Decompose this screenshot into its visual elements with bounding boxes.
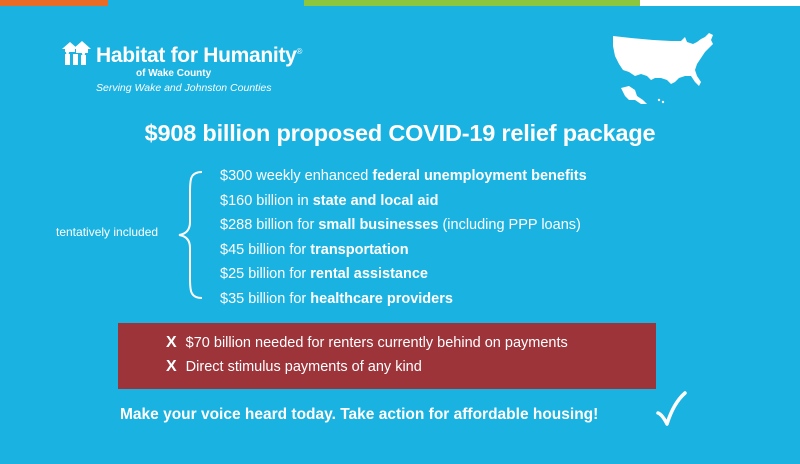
- brand-tagline: Serving Wake and Johnston Counties: [96, 82, 272, 94]
- included-item: $25 billion for rental assistance: [220, 266, 428, 282]
- call-to-action: Make your voice heard today. Take action…: [120, 406, 599, 423]
- included-item: $300 weekly enhanced federal unemploymen…: [220, 168, 587, 184]
- excluded-item: X Direct stimulus payments of any kind: [166, 358, 422, 375]
- habitat-houses-logo-icon: [62, 41, 91, 65]
- included-item: $288 billion for small businesses (inclu…: [220, 217, 581, 233]
- included-items-list: $300 weekly enhanced federal unemploymen…: [220, 164, 587, 311]
- included-label: tentatively included: [56, 225, 159, 239]
- checkmark-icon: [656, 391, 687, 426]
- topbar-orange-segment: [0, 0, 108, 6]
- topbar-green-segment: [304, 0, 640, 6]
- curly-brace-icon: [178, 171, 203, 299]
- topbar-blue-segment: [108, 0, 304, 6]
- x-mark-icon: X: [166, 334, 177, 351]
- x-mark-icon: X: [166, 358, 177, 375]
- excluded-items-box: X $70 billion needed for renters currentl…: [118, 323, 656, 389]
- included-item: $160 billion in state and local aid: [220, 192, 439, 209]
- headline: $908 billion proposed COVID-19 relief pa…: [144, 120, 656, 146]
- brand-affiliate: of Wake County: [136, 68, 212, 79]
- usa-map-icon: [613, 33, 713, 104]
- top-color-bar: [0, 0, 800, 6]
- included-item: $35 billion for healthcare providers: [220, 290, 453, 307]
- brand-name: Habitat for Humanity®: [96, 44, 303, 67]
- topbar-white-segment: [640, 0, 800, 6]
- included-item: $45 billion for transportation: [220, 241, 409, 258]
- excluded-item: X $70 billion needed for renters currentl…: [166, 334, 568, 351]
